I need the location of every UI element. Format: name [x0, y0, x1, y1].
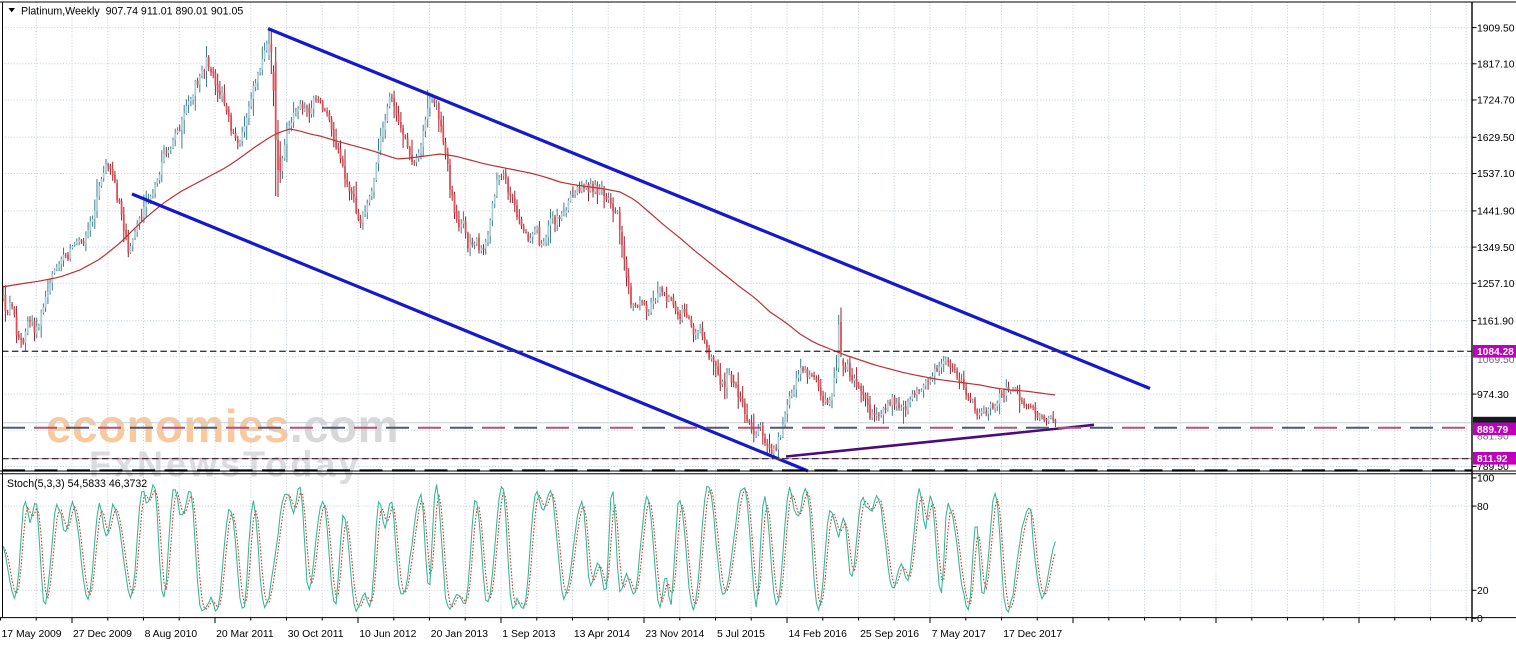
svg-text:881.90: 881.90 [1477, 432, 1509, 443]
svg-text:economies.com: economies.com [46, 400, 399, 452]
svg-text:1724.70: 1724.70 [1477, 96, 1515, 107]
svg-text:23 Nov 2014: 23 Nov 2014 [645, 629, 704, 640]
svg-text:17 May 2009: 17 May 2009 [2, 629, 62, 640]
svg-text:80: 80 [1477, 502, 1489, 513]
svg-text:27 Dec 2009: 27 Dec 2009 [73, 629, 132, 640]
svg-text:100: 100 [1477, 474, 1495, 485]
svg-text:811.92: 811.92 [1477, 454, 1508, 465]
svg-text:1 Sep 2013: 1 Sep 2013 [502, 629, 555, 640]
svg-text:14 Feb 2016: 14 Feb 2016 [789, 629, 848, 640]
svg-text:1629.50: 1629.50 [1477, 133, 1515, 144]
svg-text:Platinum,Weekly 907.74 911.01: Platinum,Weekly 907.74 911.01 890.01 901… [21, 6, 243, 18]
svg-text:1161.90: 1161.90 [1477, 316, 1514, 327]
svg-text:5 Jul 2015: 5 Jul 2015 [717, 629, 765, 640]
svg-text:789.50: 789.50 [1477, 462, 1509, 473]
svg-text:25 Sep 2016: 25 Sep 2016 [860, 629, 919, 640]
svg-text:1084.28: 1084.28 [1477, 347, 1514, 358]
svg-text:Stoch(5,3,3) 54,5833 46,3732: Stoch(5,3,3) 54,5833 46,3732 [7, 478, 147, 490]
svg-text:FxNewsToday: FxNewsToday [89, 444, 361, 485]
svg-text:13 Apr 2014: 13 Apr 2014 [574, 629, 630, 640]
svg-text:974.30: 974.30 [1477, 390, 1509, 401]
svg-text:8 Aug 2010: 8 Aug 2010 [145, 629, 198, 640]
svg-text:17 Dec 2017: 17 Dec 2017 [1003, 629, 1062, 640]
svg-text:20 Mar 2011: 20 Mar 2011 [216, 629, 274, 640]
svg-text:0: 0 [1477, 614, 1483, 625]
svg-text:20 Jan 2013: 20 Jan 2013 [431, 629, 488, 640]
svg-text:1909.50: 1909.50 [1477, 23, 1515, 34]
svg-text:10 Jun 2012: 10 Jun 2012 [359, 629, 416, 640]
svg-text:7 May 2017: 7 May 2017 [932, 629, 987, 640]
svg-text:1537.10: 1537.10 [1477, 169, 1515, 180]
svg-text:30 Oct 2011: 30 Oct 2011 [288, 629, 344, 640]
svg-text:1441.90: 1441.90 [1477, 207, 1515, 218]
svg-text:1349.50: 1349.50 [1477, 243, 1515, 254]
svg-text:1817.10: 1817.10 [1477, 60, 1515, 71]
svg-text:20: 20 [1477, 586, 1489, 597]
svg-text:889.79: 889.79 [1477, 425, 1508, 436]
svg-text:1069.50: 1069.50 [1477, 355, 1515, 366]
svg-text:1257.10: 1257.10 [1477, 279, 1515, 290]
